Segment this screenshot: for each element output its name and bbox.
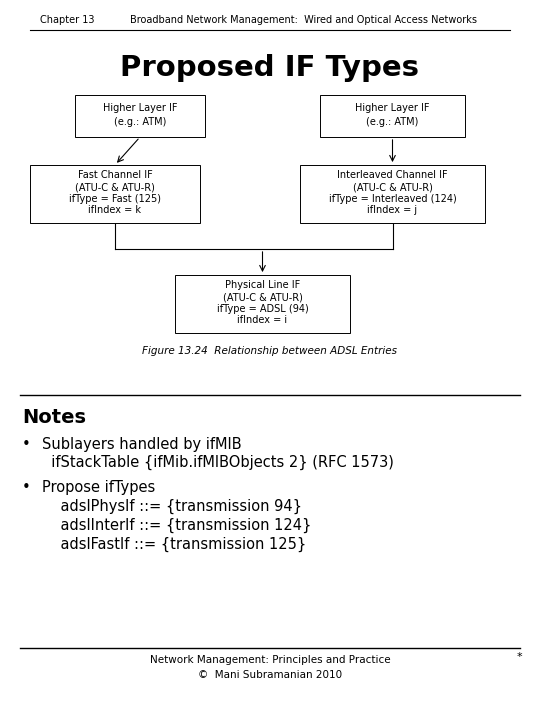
Text: (ATU-C & ATU-R): (ATU-C & ATU-R)	[353, 182, 433, 192]
Text: ifIndex = k: ifIndex = k	[89, 205, 141, 215]
Text: ifType = Fast (125): ifType = Fast (125)	[69, 193, 161, 203]
Text: Chapter 13: Chapter 13	[40, 15, 94, 25]
Text: Interleaved Channel IF: Interleaved Channel IF	[337, 170, 448, 181]
Text: Proposed IF Types: Proposed IF Types	[120, 54, 420, 82]
Text: adslInterIf ::= {transmission 124}: adslInterIf ::= {transmission 124}	[42, 518, 312, 533]
Bar	[30, 165, 200, 223]
Text: ifIndex = i: ifIndex = i	[238, 316, 288, 325]
Text: adslPhysIf ::= {transmission 94}: adslPhysIf ::= {transmission 94}	[42, 499, 302, 514]
Text: Sublayers handled by ifMIB: Sublayers handled by ifMIB	[42, 437, 241, 452]
Text: Fast Channel IF: Fast Channel IF	[78, 170, 152, 181]
Text: Broadband Network Management:  Wired and Optical Access Networks: Broadband Network Management: Wired and …	[130, 15, 477, 25]
Text: adslFastIf ::= {transmission 125}: adslFastIf ::= {transmission 125}	[42, 537, 306, 552]
Text: •: •	[22, 480, 31, 495]
Text: Higher Layer IF: Higher Layer IF	[103, 102, 177, 112]
Text: ©  Mani Subramanian 2010: © Mani Subramanian 2010	[198, 670, 342, 680]
Text: ifStackTable {ifMib.ifMIBObjects 2} (RFC 1573): ifStackTable {ifMib.ifMIBObjects 2} (RFC…	[42, 455, 394, 470]
Text: *: *	[516, 652, 522, 662]
Text: (e.g.: ATM): (e.g.: ATM)	[366, 116, 418, 126]
Text: Higher Layer IF: Higher Layer IF	[355, 102, 430, 112]
Bar	[175, 275, 350, 333]
Text: Propose ifTypes: Propose ifTypes	[42, 480, 156, 495]
Text: Network Management: Principles and Practice: Network Management: Principles and Pract…	[150, 655, 390, 665]
Bar	[75, 95, 205, 137]
Text: (e.g.: ATM): (e.g.: ATM)	[114, 116, 166, 126]
Text: (ATU-C & ATU-R): (ATU-C & ATU-R)	[222, 292, 302, 302]
Text: ifIndex = j: ifIndex = j	[367, 205, 417, 215]
Bar	[320, 95, 465, 137]
Bar	[300, 165, 485, 223]
Text: ifType = Interleaved (124): ifType = Interleaved (124)	[329, 193, 456, 203]
Text: Notes: Notes	[22, 408, 86, 427]
Text: (ATU-C & ATU-R): (ATU-C & ATU-R)	[75, 182, 155, 192]
Text: Figure 13.24  Relationship between ADSL Entries: Figure 13.24 Relationship between ADSL E…	[143, 346, 397, 356]
Text: Physical Line IF: Physical Line IF	[225, 280, 300, 290]
Text: ifType = ADSL (94): ifType = ADSL (94)	[217, 304, 308, 313]
Text: •: •	[22, 437, 31, 452]
